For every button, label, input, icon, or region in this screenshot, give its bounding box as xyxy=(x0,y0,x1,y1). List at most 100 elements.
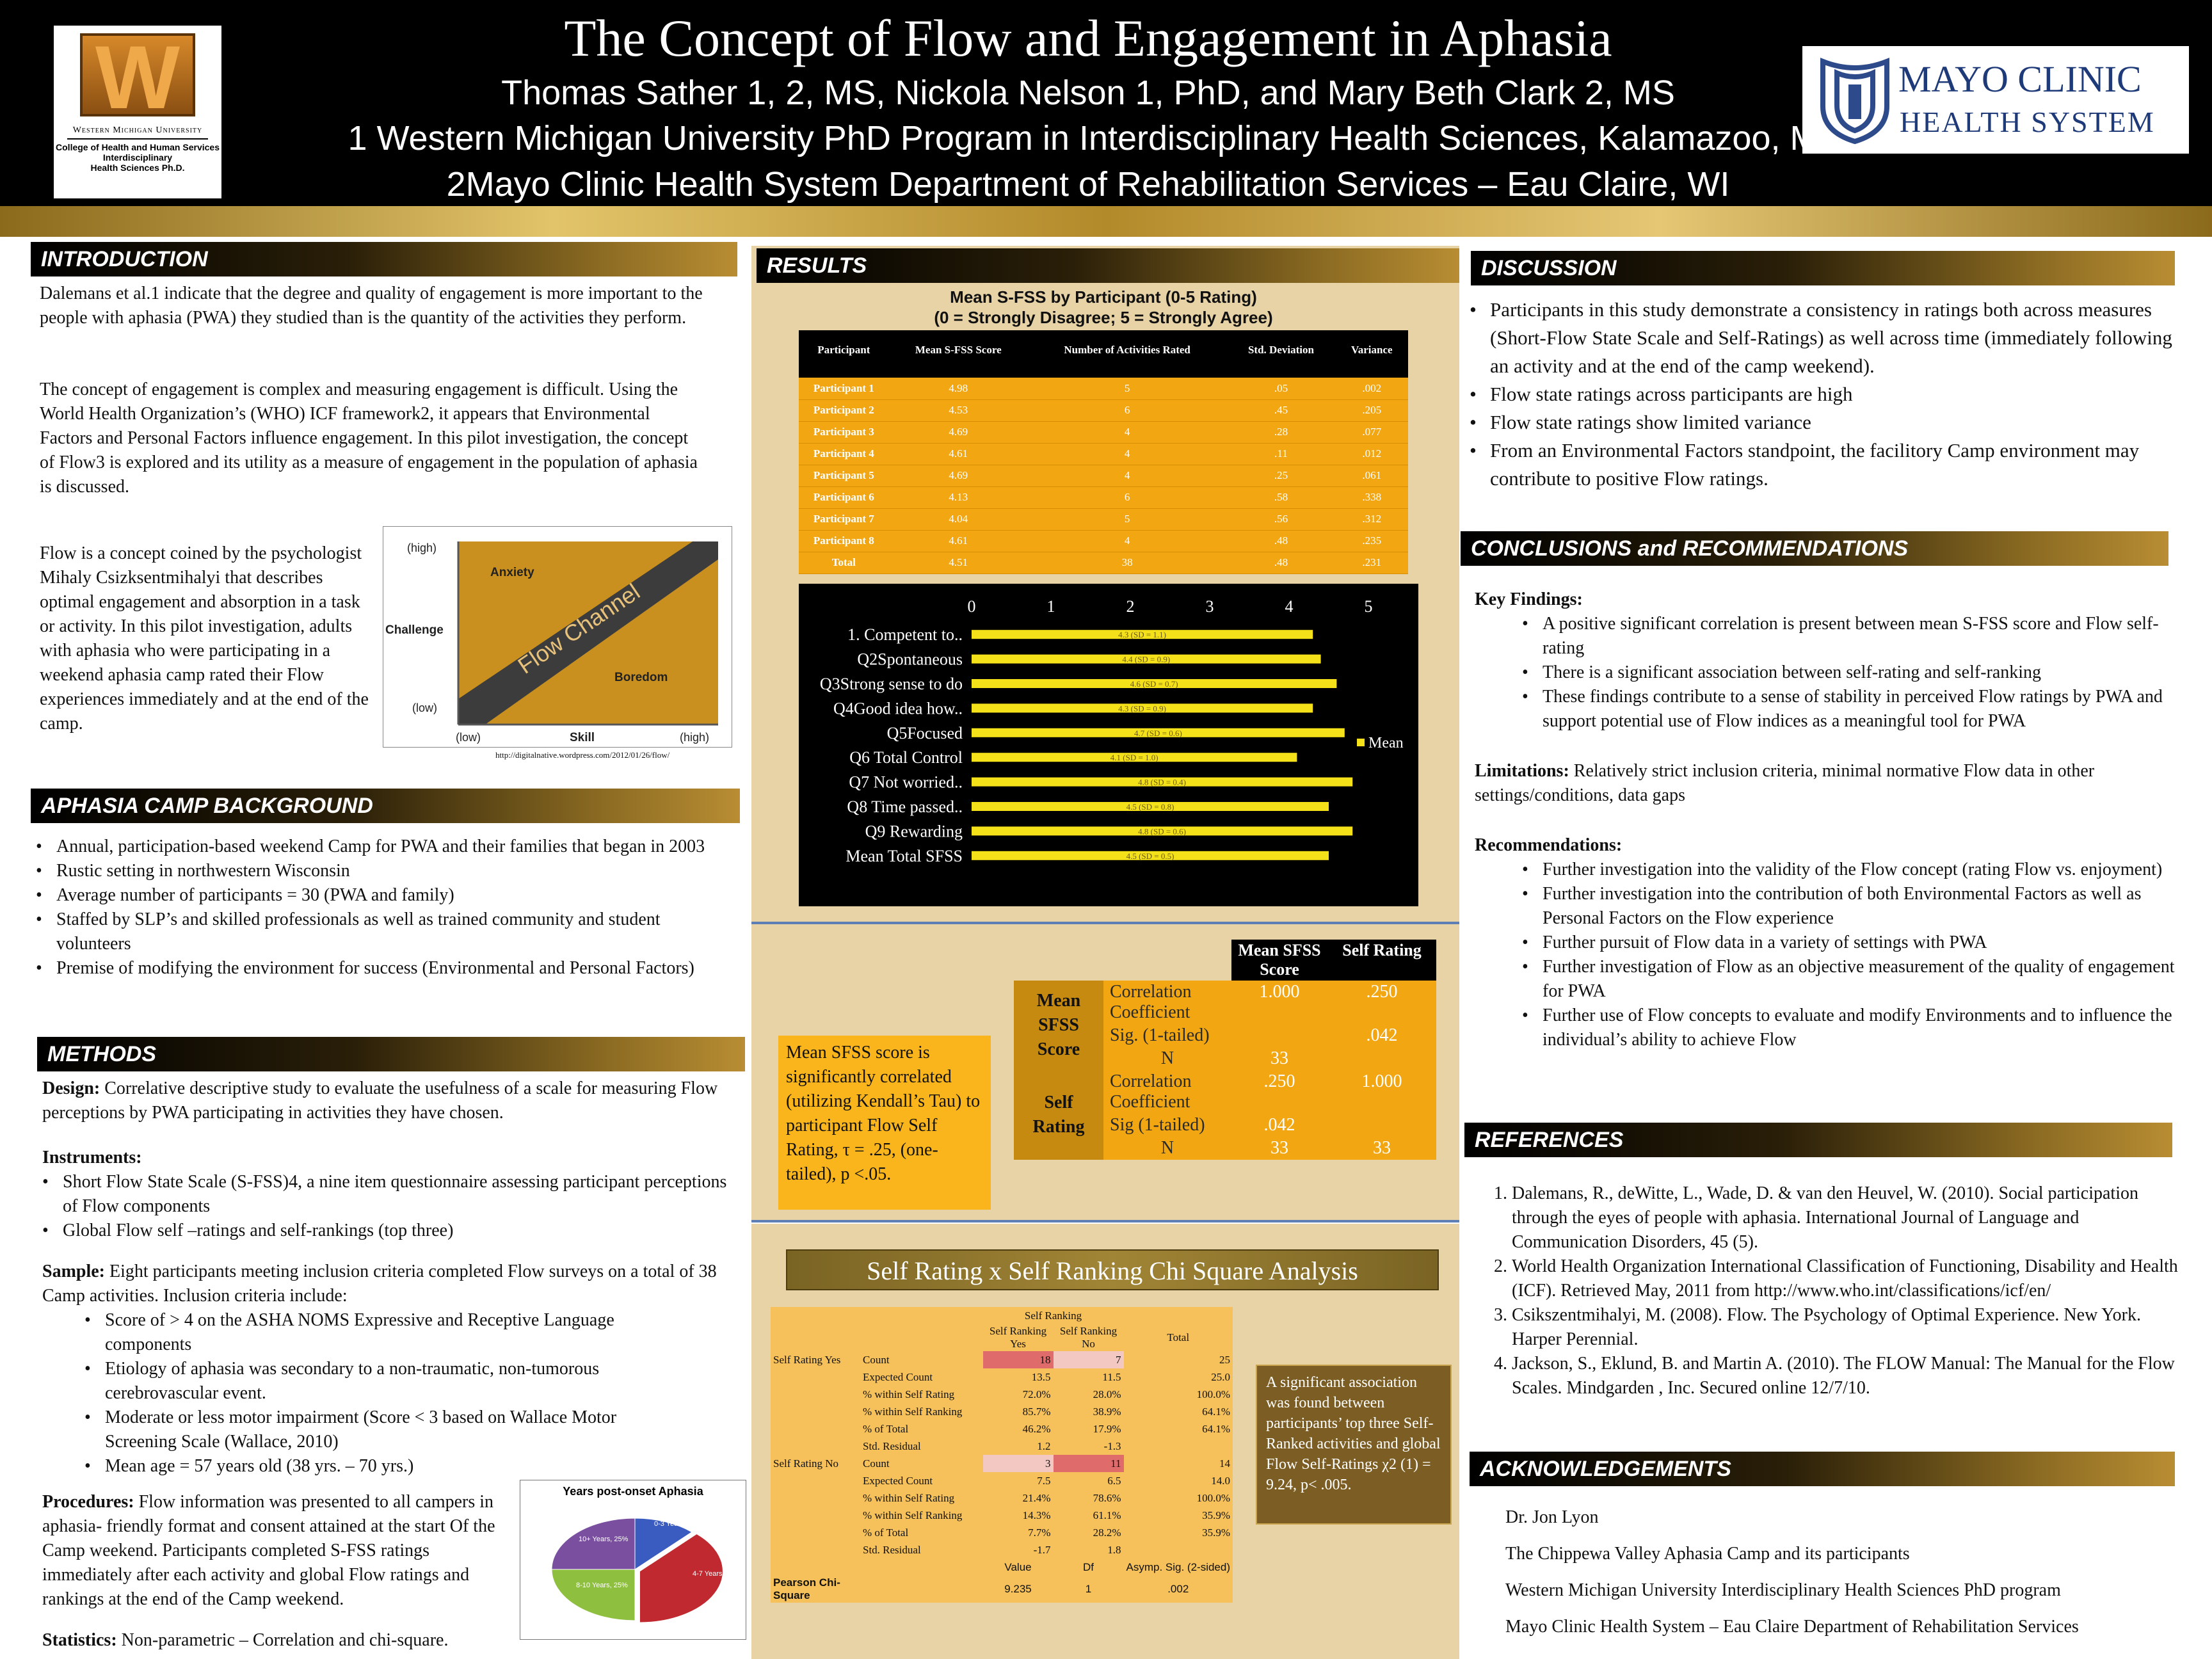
table-row: % of Total 46.2% 17.9% 64.1% xyxy=(771,1420,1233,1438)
participant-cell: Participant 5 xyxy=(799,465,889,487)
data-label: 4.4 (SD = 0.9) xyxy=(1122,655,1170,664)
table-cell: -1.7 xyxy=(982,1541,1054,1559)
table-cell: .042 xyxy=(1231,1114,1327,1137)
data-label: 4.8 (SD = 0.6) xyxy=(1138,826,1186,836)
procedures-text: Flow information was presented to all ca… xyxy=(42,1492,495,1609)
table-row: Participant 8 4.61 4.48.235 xyxy=(799,530,1408,552)
table-cell: 4 xyxy=(1027,465,1227,487)
table-cell xyxy=(860,1324,983,1351)
category-label: Q9 Rewarding xyxy=(865,822,963,840)
camp-list: Annual, participation-based weekend Camp… xyxy=(31,835,722,981)
table-cell: 35.9% xyxy=(1123,1524,1233,1541)
table-cell: 5 xyxy=(1027,378,1227,400)
limitations-text: Relatively strict inclusion criteria, mi… xyxy=(1475,761,2095,805)
table-cell: .231 xyxy=(1335,552,1408,574)
table-cell: 1.8 xyxy=(1053,1541,1124,1559)
table-cell: 4.69 xyxy=(888,421,1028,444)
category-label: Q8 Time passed.. xyxy=(847,797,963,816)
methods-heading: METHODS xyxy=(37,1037,745,1071)
table-cell: .077 xyxy=(1335,421,1408,444)
author-line: Thomas Sather 1, 2, MS, Nickola Nelson 1… xyxy=(501,74,1675,112)
table-cell xyxy=(771,1559,860,1576)
pie-slice-label: 10+ Years, 25% xyxy=(579,1535,629,1543)
table-cell xyxy=(771,1386,860,1403)
legend-swatch xyxy=(1357,739,1365,746)
table-cell xyxy=(771,1403,860,1420)
table-cell: 78.6% xyxy=(1053,1489,1124,1507)
chi-square-table: Self Ranking Self Ranking Yes Self Ranking… xyxy=(771,1307,1233,1603)
table-cell: 28.2% xyxy=(1053,1524,1124,1541)
table-row: Participant 6 4.13 6.58.338 xyxy=(799,486,1408,509)
statistics-label: Statistics: xyxy=(42,1630,117,1650)
mayo-name: MAYO CLINIC xyxy=(1898,58,2142,100)
table-cell: 25 xyxy=(1123,1351,1233,1368)
results-divider xyxy=(751,922,1459,924)
table-cell: Expected Count xyxy=(860,1368,983,1386)
y-low-label: (low) xyxy=(412,701,437,714)
x-tick-label: 1 xyxy=(1047,597,1055,616)
table-cell xyxy=(771,1524,860,1541)
table-cell: 38.9% xyxy=(1053,1403,1124,1420)
table-cell: 100.0% xyxy=(1123,1386,1233,1403)
key-findings-list: A positive significant correlation is pr… xyxy=(1517,612,2189,733)
participant-cell: Participant 2 xyxy=(799,399,889,422)
category-label: Q3Strong sense to do xyxy=(820,675,963,693)
column-header: Value xyxy=(982,1559,1054,1576)
table-cell: .338 xyxy=(1335,486,1408,509)
key-findings-label: Key Findings: xyxy=(1475,589,1583,609)
participant-cell: Participant 1 xyxy=(799,378,889,400)
table-cell: 4.53 xyxy=(888,399,1028,422)
table-cell: 6 xyxy=(1027,486,1227,509)
column-header: Self Ranking Yes xyxy=(982,1324,1054,1351)
participant-cell: Participant 3 xyxy=(799,421,889,444)
bar xyxy=(972,679,1337,688)
challenge-axis-label: Challenge xyxy=(385,623,444,637)
table-cell: Sig (1-tailed) xyxy=(1103,1114,1231,1137)
participant-cell: Total xyxy=(799,552,889,574)
table-cell: 85.7% xyxy=(982,1403,1054,1420)
column-header: Participant xyxy=(799,330,889,370)
table-cell: 28.0% xyxy=(1053,1386,1124,1403)
category-label: Q2Spontaneous xyxy=(857,650,963,669)
list-item: Western Michigan University Interdiscipl… xyxy=(1505,1580,2061,1600)
table-cell: 4.51 xyxy=(888,552,1028,574)
wmu-logo: W Western Michigan University College of… xyxy=(54,26,221,198)
table-cell xyxy=(1231,1024,1327,1047)
table-cell: 14 xyxy=(1123,1455,1233,1472)
table-cell: .235 xyxy=(1335,530,1408,552)
table-cell: 13.5 xyxy=(982,1368,1054,1386)
table-cell: 38 xyxy=(1027,552,1227,574)
table-row: % within Self Rating 21.4% 78.6% 100.0% xyxy=(771,1489,1233,1507)
reference-item: Jackson, S., Eklund, B. and Martin A. (2… xyxy=(1512,1352,2184,1400)
table-cell: Sig. (1-tailed) xyxy=(1103,1024,1231,1047)
pie-slice xyxy=(551,1569,636,1621)
list-item: Global Flow self –ratings and self-ranki… xyxy=(37,1219,728,1243)
list-item: Further investigation of Flow as an obje… xyxy=(1517,955,2183,1004)
diagram-credit: http://digitalnative.wordpress.com/2012/… xyxy=(495,750,670,760)
table-cell: .012 xyxy=(1335,443,1408,465)
table-cell xyxy=(1327,1114,1436,1137)
table-cell xyxy=(771,1541,860,1559)
list-item: From an Environmental Factors standpoint… xyxy=(1464,437,2188,493)
pie-slice-label: 0-3 Years, 12% xyxy=(654,1520,702,1528)
chi-square-title: Self Rating x Self Ranking Chi Square An… xyxy=(786,1249,1439,1290)
list-item: Etiology of aphasia was secondary to a n… xyxy=(79,1357,681,1406)
table-cell: 1.2 xyxy=(982,1438,1054,1455)
bar xyxy=(972,851,1329,860)
row-header: Pearson Chi-Square xyxy=(771,1576,860,1603)
list-item: Rustic setting in northwestern Wisconsin xyxy=(31,859,722,883)
table-cell: .58 xyxy=(1226,486,1336,509)
category-label: Q6 Total Control xyxy=(849,748,963,767)
table-cell: 7.5 xyxy=(982,1472,1054,1489)
data-label: 4.1 (SD = 1.0) xyxy=(1110,753,1158,762)
table-cell: % within Self Ranking xyxy=(860,1507,983,1524)
group-label: Self Rating xyxy=(1014,1070,1103,1160)
pie-slice xyxy=(551,1518,636,1570)
table-cell: .042 xyxy=(1327,1024,1436,1047)
table-cell xyxy=(771,1368,860,1386)
category-label: Q4Good idea how.. xyxy=(833,699,963,717)
wmu-program-1: Interdisciplinary xyxy=(102,152,173,163)
table-row: Self Rating Yes Count 18 7 25 xyxy=(771,1351,1233,1368)
column-header: Self Rating xyxy=(1342,941,1422,959)
affiliation-2: 2Mayo Clinic Health System Department of… xyxy=(446,165,1730,204)
